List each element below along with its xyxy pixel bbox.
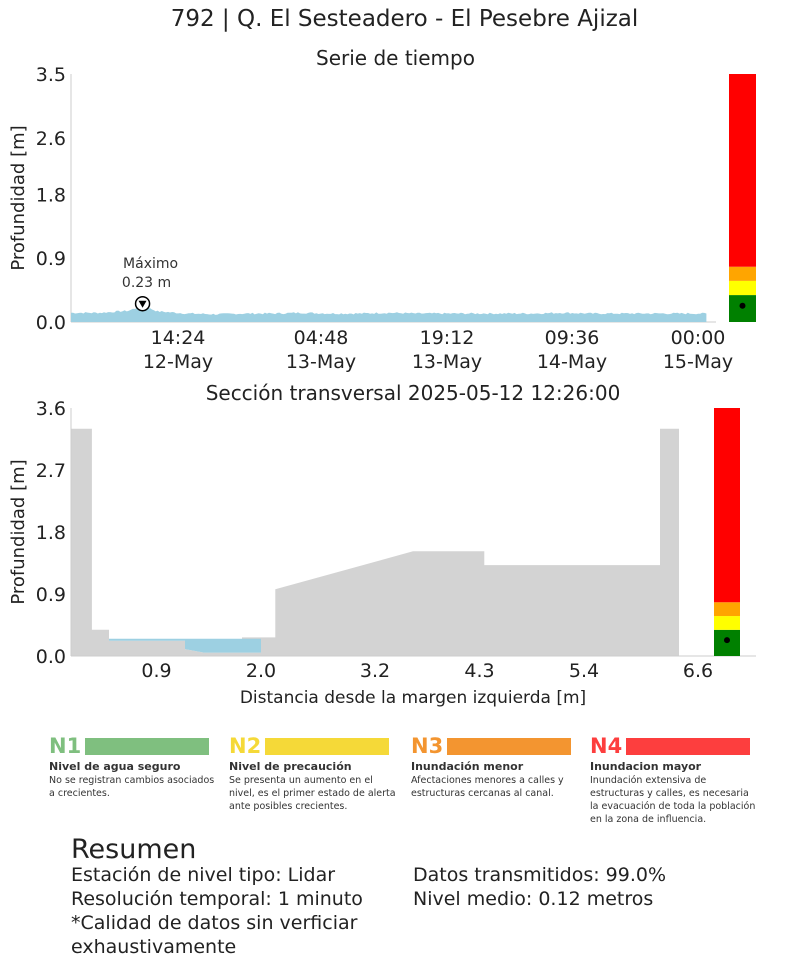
page-title: 792 | Q. El Sesteadero - El Pesebre Ajiz… bbox=[170, 6, 639, 32]
x-tick-date: 13-May bbox=[412, 351, 482, 373]
x-tick-date: 14-May bbox=[537, 351, 607, 373]
summary-title: Resumen bbox=[71, 834, 197, 865]
x-tick-time: 00:00 bbox=[671, 327, 726, 349]
legend-code: N4 bbox=[590, 734, 623, 758]
summary-line: *Calidad de datos sin verficiar bbox=[71, 912, 358, 934]
legend-color-bar bbox=[85, 738, 210, 755]
x-tick-date: 13-May bbox=[286, 351, 356, 373]
summary-line: exhaustivamente bbox=[71, 936, 237, 958]
legend-code: N3 bbox=[411, 734, 444, 758]
chart-title: Sección transversal 2025-05-12 12:26:00 bbox=[206, 381, 621, 405]
summary-line: Resolución temporal: 1 minuto bbox=[71, 888, 363, 910]
chart-title: Serie de tiempo bbox=[316, 46, 475, 70]
legend-name: Inundacion mayor bbox=[590, 760, 702, 773]
legend-n4: N4 Inundacion mayor Inundación extensiva… bbox=[590, 734, 760, 826]
summary-line: Estación de nivel tipo: Lidar bbox=[71, 864, 336, 886]
legend-n2: N2 Nivel de precaución Se presenta un au… bbox=[229, 734, 399, 813]
level-segment bbox=[714, 602, 740, 617]
x-axis-label: Distancia desde la margen izquierda [m] bbox=[240, 688, 586, 708]
legend-code: N1 bbox=[49, 734, 82, 758]
terrain-area bbox=[71, 428, 679, 656]
legend-desc: Afectaciones menores a calles y estructu… bbox=[411, 775, 564, 799]
level-segment bbox=[729, 266, 756, 281]
annotation-value: 0.23 m bbox=[122, 275, 171, 291]
x-tick-time: 14:24 bbox=[151, 327, 206, 349]
legend-name: Nivel de precaución bbox=[229, 760, 352, 773]
time-series-chart: Serie de tiempo 0.0 0.9 1.8 2.6 3.5 Profundida… bbox=[8, 46, 756, 373]
level-segment bbox=[729, 74, 756, 267]
y-tick-label: 0.9 bbox=[36, 584, 66, 606]
legend-color-bar bbox=[626, 738, 751, 755]
summary-line: Nivel medio: 0.12 metros bbox=[413, 888, 654, 910]
y-tick-label: 0.0 bbox=[36, 312, 66, 334]
legend-desc: Inundación extensiva de estructuras y ca… bbox=[590, 775, 756, 825]
y-tick-label: 2.7 bbox=[36, 460, 66, 482]
legend-desc: Se presenta un aumento en el nivel, es e… bbox=[229, 775, 396, 812]
legend-desc: No se registran cambios asociados a crec… bbox=[49, 775, 215, 799]
x-tick-label: 5.4 bbox=[569, 660, 599, 682]
y-axis-label: Profundidad [m] bbox=[8, 459, 29, 604]
x-tick-label: 3.2 bbox=[360, 660, 390, 682]
y-axis-label: Profundidad [m] bbox=[8, 125, 29, 270]
y-tick-label: 3.5 bbox=[36, 64, 66, 86]
legend-n1: N1 Nivel de agua seguro No se registran … bbox=[49, 734, 219, 800]
level-segment bbox=[714, 408, 740, 603]
summary-line: Datos transmitidos: 99.0% bbox=[413, 864, 667, 886]
current-level-marker bbox=[739, 302, 746, 309]
current-level-marker bbox=[724, 637, 730, 644]
x-tick-label: 2.0 bbox=[246, 660, 276, 682]
x-tick-date: 15-May bbox=[663, 351, 733, 373]
y-tick-label: 1.8 bbox=[36, 522, 66, 544]
legend-n3: N3 Inundación menor Afectaciones menores… bbox=[411, 734, 581, 800]
y-tick-label: 0.9 bbox=[36, 248, 66, 270]
legend-code: N2 bbox=[229, 734, 262, 758]
x-tick-label: 0.9 bbox=[141, 660, 171, 682]
depth-series-area bbox=[71, 306, 707, 322]
level-segment bbox=[729, 280, 756, 296]
x-tick-label: 6.6 bbox=[683, 660, 713, 682]
legend-name: Inundación menor bbox=[411, 760, 524, 773]
water-area bbox=[109, 638, 261, 653]
level-segment bbox=[714, 616, 740, 630]
max-marker-triangle bbox=[138, 300, 147, 308]
y-tick-label: 2.6 bbox=[36, 128, 66, 150]
x-tick-time: 19:12 bbox=[420, 327, 475, 349]
legend-color-bar bbox=[265, 738, 390, 755]
x-tick-date: 12-May bbox=[143, 351, 213, 373]
x-tick-label: 4.3 bbox=[464, 660, 494, 682]
annotation-label: Máximo bbox=[123, 256, 178, 272]
y-tick-label: 1.8 bbox=[36, 184, 66, 206]
x-tick-time: 04:48 bbox=[294, 327, 349, 349]
cross-section-chart: Sección transversal 2025-05-12 12:26:00 0… bbox=[8, 381, 756, 708]
y-tick-label: 3.6 bbox=[36, 398, 66, 420]
legend-name: Nivel de agua seguro bbox=[49, 760, 181, 773]
y-tick-label: 0.0 bbox=[36, 646, 66, 668]
legend-color-bar bbox=[447, 738, 572, 755]
x-tick-time: 09:36 bbox=[545, 327, 600, 349]
